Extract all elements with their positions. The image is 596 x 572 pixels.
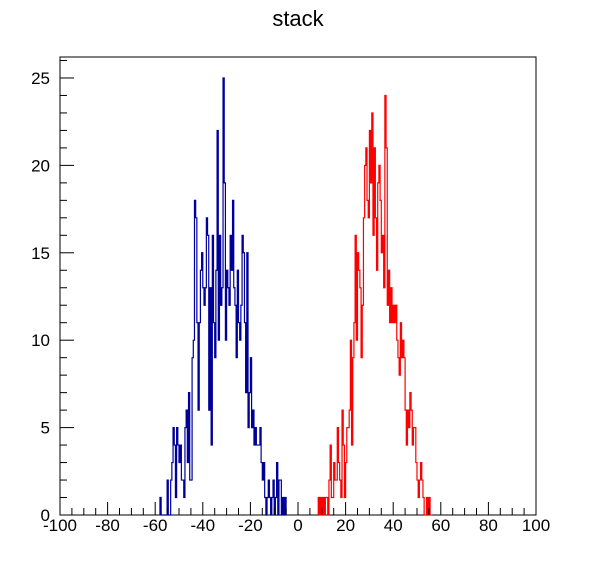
plot-frame-border: [59, 56, 537, 516]
x-tick-label: 0: [293, 516, 302, 535]
series-layer: [159, 77, 433, 516]
y-axis: 0 5 10 15 20 25: [31, 59, 74, 525]
x-tick-label: -60: [143, 516, 168, 535]
y-tick-label: 20: [31, 156, 50, 175]
x-tick-label: 100: [522, 516, 550, 535]
x-tick-label: -80: [95, 516, 120, 535]
x-tick-label: -40: [191, 516, 216, 535]
x-tick-label: 20: [336, 516, 355, 535]
x-tick-label: -20: [238, 516, 263, 535]
chart-title: stack: [272, 6, 324, 31]
histogram-series-2: [317, 94, 433, 516]
x-tick-label: 80: [479, 516, 498, 535]
y-tick-label: 5: [41, 419, 50, 438]
y-tick-label: 0: [41, 506, 50, 525]
plot-frame: [59, 56, 537, 516]
x-axis: -100 -80 -60 -40 -20 0 20 40 60 80 100: [43, 502, 550, 535]
x-tick-label: -100: [43, 516, 77, 535]
histogram-series-1: [159, 77, 287, 516]
x-tick-label: 60: [431, 516, 450, 535]
y-tick-label: 15: [31, 244, 50, 263]
y-tick-label: 10: [31, 331, 50, 350]
y-tick-label: 25: [31, 69, 50, 88]
x-tick-label: 40: [384, 516, 403, 535]
